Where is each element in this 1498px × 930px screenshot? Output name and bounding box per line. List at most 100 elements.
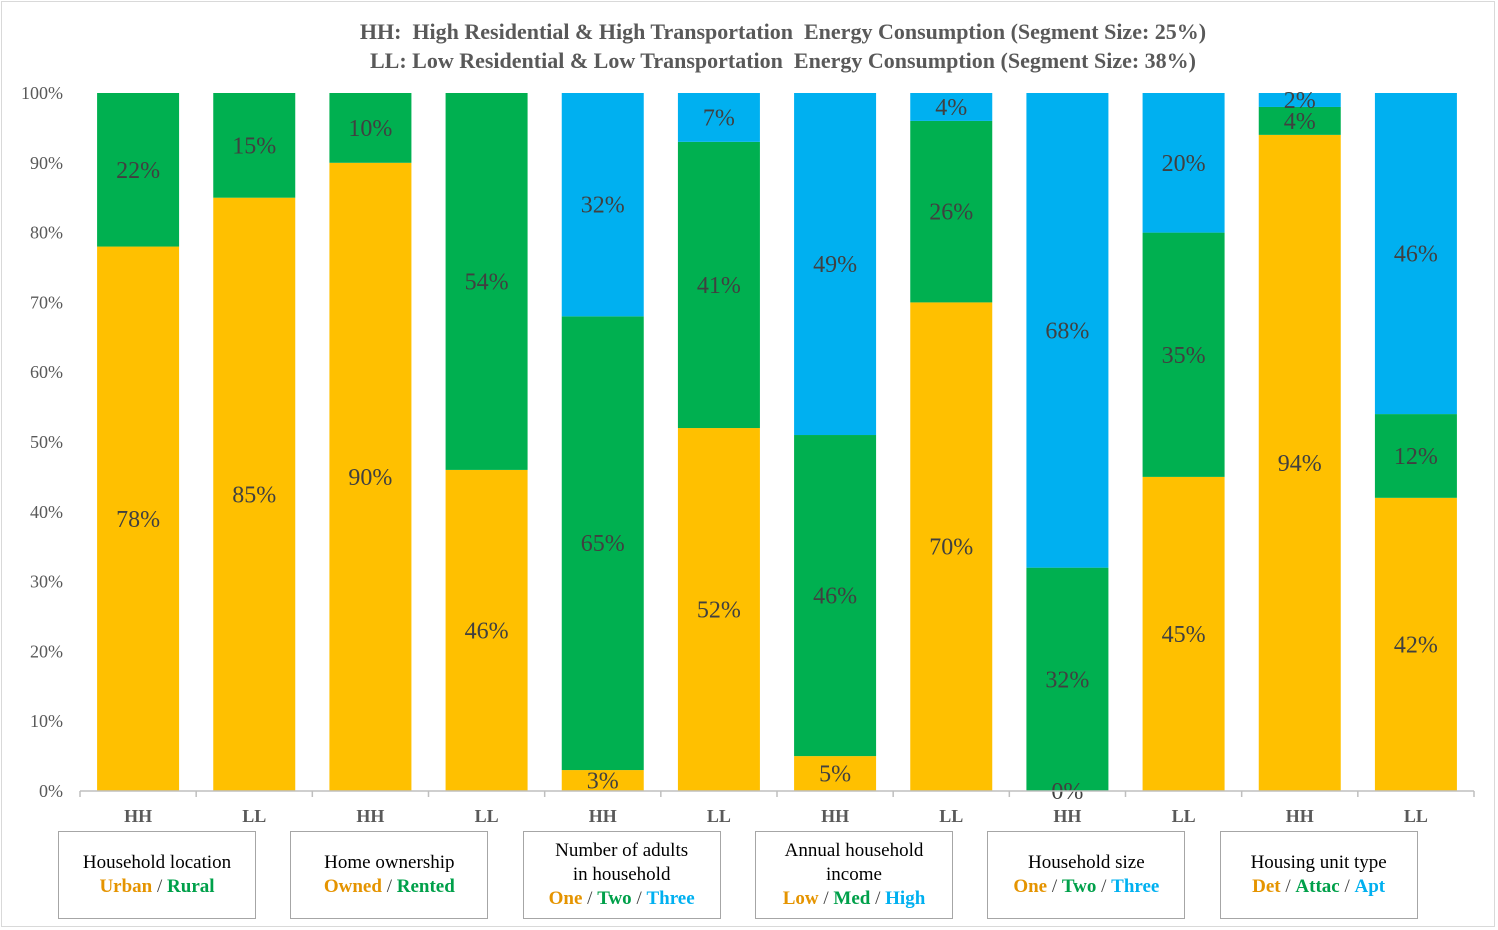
legend-entry: Urban bbox=[99, 876, 153, 897]
bar-segment bbox=[561, 770, 644, 791]
bar-segment bbox=[1142, 93, 1225, 233]
legend-separator: / bbox=[582, 888, 598, 909]
legend-separator: / bbox=[1280, 876, 1296, 897]
legend-entry: One bbox=[548, 888, 583, 909]
data-label: 4% bbox=[1284, 109, 1316, 135]
chart-title-line: HH: High Residential & High Transportati… bbox=[360, 19, 1206, 44]
category-box: Housing unit type Det / Attac / Apt bbox=[1219, 831, 1418, 919]
legend-entry: Low bbox=[782, 888, 819, 909]
legend-separator: / bbox=[818, 888, 834, 909]
bar-segment bbox=[1142, 476, 1225, 791]
bar-segment bbox=[794, 93, 877, 436]
legend-entry: Attac bbox=[1295, 876, 1340, 897]
data-label: 32% bbox=[581, 193, 625, 219]
bar-segment bbox=[1258, 134, 1341, 791]
x-tick-label: HH bbox=[1053, 806, 1081, 826]
bar-segment bbox=[910, 120, 993, 303]
data-label: 85% bbox=[232, 482, 276, 508]
data-label: 2% bbox=[1284, 88, 1316, 114]
y-tick-label: 60% bbox=[30, 362, 63, 382]
legend-entry: Two bbox=[1061, 876, 1097, 897]
x-tick-label: LL bbox=[939, 806, 963, 826]
category-title: in household bbox=[572, 864, 671, 885]
bar-segment bbox=[1258, 106, 1341, 135]
x-tick-label: HH bbox=[821, 806, 849, 826]
data-label: 0% bbox=[1051, 779, 1083, 805]
bar-segment bbox=[1374, 497, 1457, 791]
data-label: 12% bbox=[1394, 444, 1438, 470]
x-tick-label: HH bbox=[356, 806, 384, 826]
category-box: Annual household income Low / Med / High bbox=[755, 831, 953, 919]
category-title: Household location bbox=[82, 852, 232, 873]
legend-entry: Det bbox=[1252, 876, 1281, 897]
bar-segment bbox=[329, 93, 412, 163]
y-tick-label: 10% bbox=[30, 711, 63, 731]
category-legend: One / Two / Three bbox=[549, 887, 695, 911]
category-box: Household size One / Two / Three bbox=[987, 831, 1186, 919]
y-tick-label: 30% bbox=[30, 572, 63, 592]
bar-segment bbox=[1258, 93, 1341, 107]
y-tick-label: 0% bbox=[39, 781, 63, 801]
data-label: 3% bbox=[587, 769, 619, 795]
x-tick-label: HH bbox=[1286, 806, 1314, 826]
bar-segment bbox=[97, 93, 180, 247]
chart-title-line: LL: Low Residential & Low Transportation… bbox=[370, 48, 1196, 73]
bar-segment bbox=[1374, 414, 1457, 498]
data-label: 42% bbox=[1394, 632, 1438, 658]
data-label: 46% bbox=[465, 618, 509, 644]
bar-segment bbox=[677, 428, 760, 791]
x-tick-label: LL bbox=[475, 806, 499, 826]
legend-entry: High bbox=[885, 888, 926, 909]
category-title: Number of adults bbox=[555, 840, 689, 861]
data-label: 52% bbox=[697, 598, 741, 624]
category-legend: One / Two / Three bbox=[1013, 875, 1159, 899]
bar-segment bbox=[910, 93, 993, 121]
bar-segment bbox=[794, 756, 877, 791]
bar-segment bbox=[677, 93, 760, 142]
x-tick-label: LL bbox=[707, 806, 731, 826]
y-tick-label: 100% bbox=[21, 83, 63, 103]
data-label: 45% bbox=[1162, 622, 1206, 648]
data-label: 5% bbox=[819, 762, 851, 788]
legend-entry: Owned bbox=[323, 876, 382, 897]
data-label: 22% bbox=[116, 158, 160, 184]
bar-segment bbox=[677, 141, 760, 429]
bar-segment bbox=[1374, 93, 1457, 415]
category-legend: Low / Med / High bbox=[783, 887, 926, 911]
bar-segment bbox=[213, 197, 296, 791]
legend-entry: One bbox=[1013, 876, 1048, 897]
legend-separator: / bbox=[381, 876, 397, 897]
data-label: 35% bbox=[1162, 343, 1206, 369]
category-title: Household size bbox=[1028, 852, 1145, 873]
y-tick-label: 50% bbox=[30, 432, 63, 452]
data-label: 10% bbox=[348, 116, 392, 142]
bar-segment bbox=[561, 316, 644, 771]
category-title: income bbox=[826, 864, 882, 885]
legend-separator: / bbox=[1096, 876, 1112, 897]
bar-segment bbox=[97, 246, 180, 791]
category-title: Home ownership bbox=[324, 852, 455, 873]
bar-segment bbox=[445, 469, 528, 791]
data-label: 32% bbox=[1045, 667, 1089, 693]
data-label: 78% bbox=[116, 507, 160, 533]
y-tick-label: 70% bbox=[30, 292, 63, 312]
bar-segment bbox=[794, 435, 877, 757]
x-tick-label: LL bbox=[1172, 806, 1196, 826]
data-label: 90% bbox=[348, 465, 392, 491]
category-box: Number of adults in household One / Two / … bbox=[522, 831, 721, 919]
data-label: 94% bbox=[1278, 451, 1322, 477]
legend-separator: / bbox=[1339, 876, 1355, 897]
legend-entry: Two bbox=[597, 888, 632, 909]
data-label: 46% bbox=[1394, 242, 1438, 268]
data-label: 20% bbox=[1162, 151, 1206, 177]
bar-segment bbox=[329, 162, 412, 792]
x-tick-label: HH bbox=[124, 806, 152, 826]
bar-segment bbox=[445, 93, 528, 470]
legend-separator: / bbox=[631, 888, 647, 909]
y-tick-label: 90% bbox=[30, 153, 63, 173]
data-label: 7% bbox=[703, 105, 735, 131]
bar-segment bbox=[1142, 232, 1225, 477]
data-label: 4% bbox=[935, 95, 967, 121]
data-label: 26% bbox=[929, 200, 973, 226]
legend-entry: Three bbox=[646, 888, 695, 909]
